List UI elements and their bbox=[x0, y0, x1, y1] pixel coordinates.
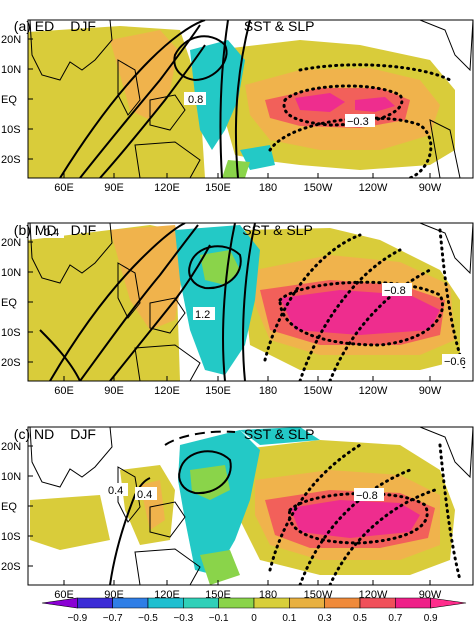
lat-tick-label: 10N bbox=[1, 64, 21, 76]
panel-field: SST & SLP bbox=[243, 426, 315, 442]
panel-season: DJF bbox=[70, 18, 96, 34]
colorbar-label: 0 bbox=[251, 613, 257, 624]
panel-tag: (c) ND bbox=[13, 426, 55, 442]
panel-season: DJF bbox=[70, 222, 97, 238]
lat-tick-label: EQ bbox=[1, 94, 17, 106]
lon-tick-label: 60E bbox=[54, 589, 74, 601]
colorbar-label: −0.7 bbox=[103, 613, 123, 624]
panel-c-map bbox=[28, 427, 473, 585]
lon-tick-label: 60E bbox=[54, 182, 74, 194]
contour-label: −0.3 bbox=[347, 116, 369, 128]
panel-tag: (a) ED bbox=[13, 18, 55, 34]
colorbar-swatch bbox=[359, 597, 396, 609]
lon-tick-label: 90E bbox=[104, 182, 124, 194]
lat-tick-label: 20N bbox=[1, 441, 21, 453]
colorbar-swatch bbox=[218, 597, 255, 609]
colorbar-swatch bbox=[147, 597, 184, 609]
colorbar-swatch bbox=[77, 597, 113, 609]
lon-tick-label: 60E bbox=[54, 385, 74, 397]
lat-tick-label: 10S bbox=[1, 124, 21, 136]
colorbar-swatch bbox=[395, 597, 431, 609]
colorbar-swatch bbox=[253, 597, 290, 609]
lat-tick-label: 20N bbox=[1, 237, 21, 249]
panel-a-title: (a) ED DJF SST & SLP bbox=[6, 2, 315, 34]
lon-tick-label: 120E bbox=[154, 385, 180, 397]
lon-tick-label: 180 bbox=[259, 385, 277, 397]
lon-tick-label: 120W bbox=[359, 385, 388, 397]
lat-tick-label: EQ bbox=[1, 501, 17, 513]
colorbar-label: 0.9 bbox=[424, 613, 438, 624]
colorbar-swatch bbox=[430, 597, 467, 609]
lat-tick-label: 20S bbox=[1, 154, 21, 166]
colorbar-label: −0.3 bbox=[173, 613, 193, 624]
contour-label: 0.4 bbox=[108, 485, 123, 497]
lon-tick-label: 180 bbox=[259, 182, 277, 194]
contour-label: 0.4 bbox=[137, 489, 152, 501]
colorbar-label: 0.7 bbox=[388, 613, 402, 624]
colorbar-label: −0.9 bbox=[67, 613, 87, 624]
lon-tick-label: 90W bbox=[419, 385, 442, 397]
axis-ticks bbox=[28, 38, 431, 585]
contour-label: 0.8 bbox=[188, 94, 203, 106]
lat-tick-label: 10S bbox=[1, 327, 21, 339]
contour-label: −0.6 bbox=[444, 356, 466, 368]
contour-labels: 0.8 −0.3 0.4 1.2 −0.8 −0.6 0.4 0.4 −0.8 bbox=[42, 92, 472, 502]
panel-season: DJF bbox=[70, 426, 96, 442]
lat-tick-label: 10S bbox=[1, 531, 21, 543]
lon-tick-label: 90E bbox=[104, 385, 124, 397]
lon-tick-label: 150E bbox=[205, 385, 231, 397]
lat-tick-label: 20S bbox=[1, 357, 21, 369]
lon-tick-label: 90W bbox=[419, 182, 442, 194]
colorbar-swatch bbox=[183, 597, 219, 609]
contour-label: −0.8 bbox=[356, 490, 378, 502]
panel-a-map bbox=[28, 20, 473, 178]
colorbar: −0.9 −0.7 −0.5 −0.3 −0.1 0 0.1 0.3 0.5 0.7 0.9 bbox=[41, 597, 467, 624]
colorbar-swatch bbox=[324, 597, 361, 609]
lat-tick-label: 20S bbox=[1, 561, 21, 573]
lat-tick-label: EQ bbox=[1, 297, 17, 309]
contour-label: −0.8 bbox=[384, 285, 406, 297]
colorbar-label: −0.1 bbox=[209, 613, 229, 624]
lon-tick-label: 150E bbox=[205, 182, 231, 194]
colorbar-label: 0.5 bbox=[353, 613, 367, 624]
panel-tag: (b) MD bbox=[13, 222, 57, 238]
colorbar-label: 0.1 bbox=[282, 613, 296, 624]
lon-tick-label: 120W bbox=[359, 182, 388, 194]
contour-label: 1.2 bbox=[195, 309, 210, 321]
panel-b-title: (b) MD DJF SST & SLP bbox=[6, 206, 313, 238]
panel-c-title: (c) ND DJF SST & SLP bbox=[6, 410, 315, 442]
lat-tick-label: 10N bbox=[1, 267, 21, 279]
contour-label: 0.4 bbox=[44, 227, 59, 239]
lat-tick-label: 20N bbox=[1, 34, 21, 46]
lon-tick-label: 120E bbox=[154, 182, 180, 194]
panel-b-map bbox=[28, 223, 473, 381]
lon-tick-label: 150W bbox=[304, 385, 333, 397]
colorbar-label: 0.3 bbox=[318, 613, 332, 624]
colorbar-swatch bbox=[289, 597, 325, 609]
colorbar-swatch bbox=[112, 597, 149, 609]
panel-field: SST & SLP bbox=[242, 222, 313, 238]
lon-tick-label: 150W bbox=[304, 182, 333, 194]
colorbar-label: −0.5 bbox=[138, 613, 158, 624]
panel-field: SST & SLP bbox=[243, 18, 315, 34]
lat-tick-label: 10N bbox=[1, 471, 21, 483]
